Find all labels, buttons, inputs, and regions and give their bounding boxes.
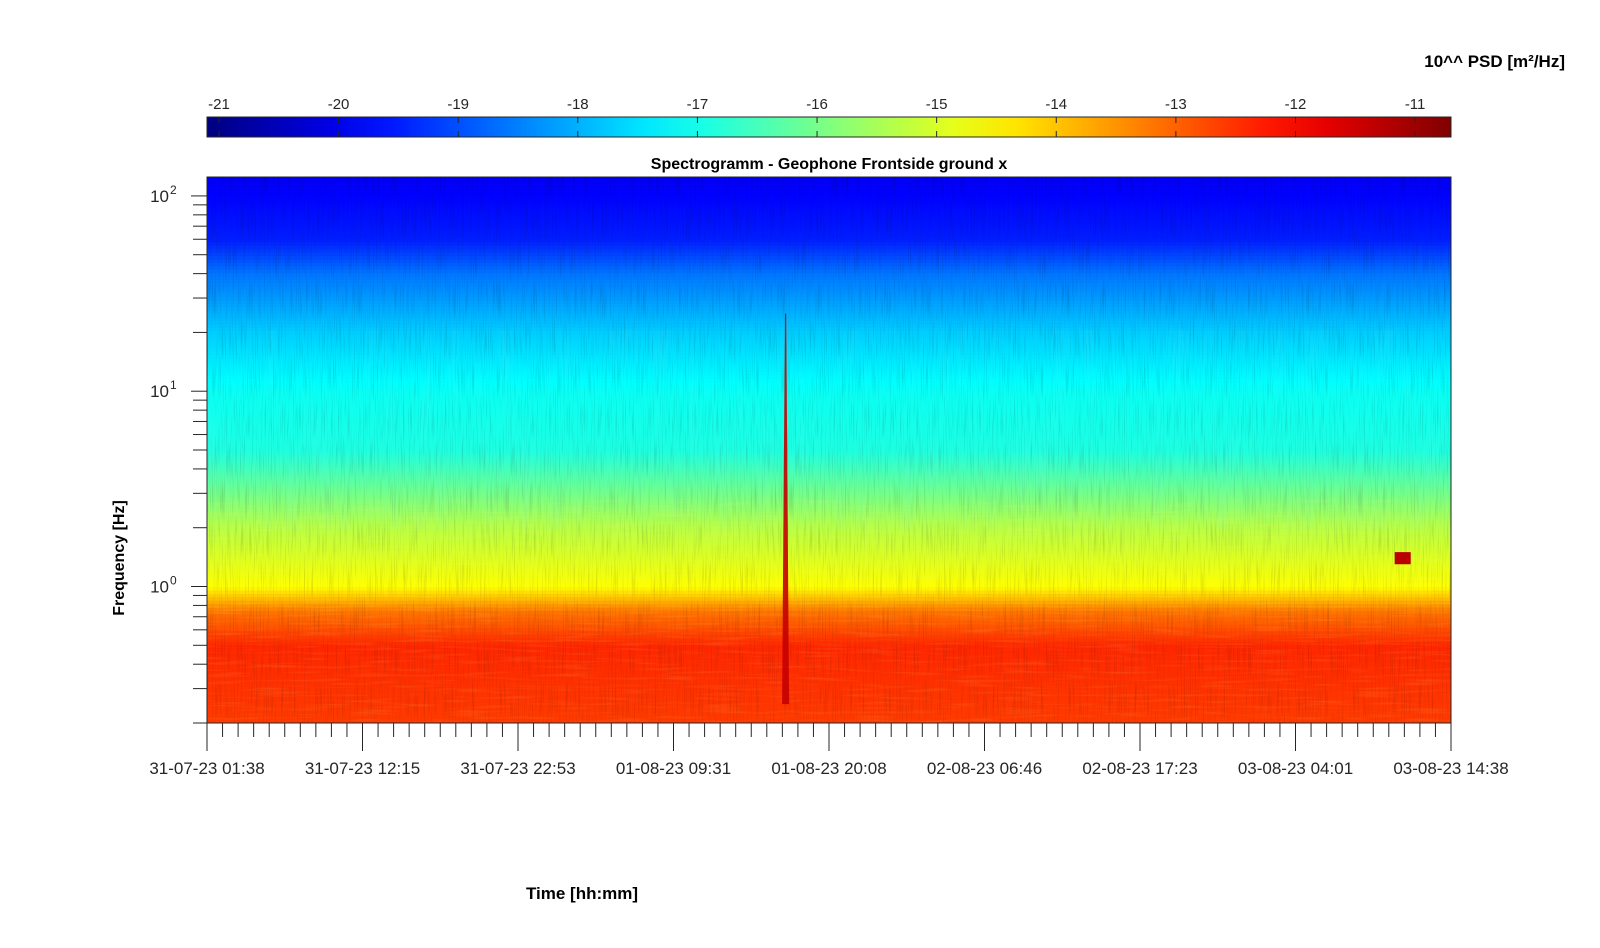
colorbar-tick-label: -16 [806,96,828,113]
colorbar-tick-label: -21 [208,96,230,113]
x-tick-label: 31-07-23 12:15 [305,759,420,778]
colorbar-tick-label: -14 [1045,96,1067,113]
event-transient [782,313,790,705]
colorbar-tick-label: -12 [1285,96,1307,113]
y-tick-label: 10 [150,187,169,206]
x-tick-label: 31-07-23 01:38 [149,759,264,778]
colorbar-label: 10^^ PSD [m²/Hz] [1424,52,1565,71]
y-tick-label: 10 [150,578,169,597]
event-marks [782,313,1411,705]
texture-vertical-low [207,500,1451,723]
colorbar-tick-label: -13 [1165,96,1187,113]
colorbar-tick-label: -20 [328,96,350,113]
colorbar-tick-label: -17 [687,96,709,113]
colorbar-ticks: -21 -20 -19 -18 -17 -16 -15 -14 -13 -12 -11 [208,96,1425,137]
colorbar-tick-label: -18 [567,96,589,113]
x-tick-label: 02-08-23 17:23 [1082,759,1197,778]
colorbar: 10^^ PSD [m²/Hz] -21 -20 -19 -18 -17 -16 -15 -1… [206,52,1565,138]
x-axis-label: Time [hh:mm] [526,884,638,903]
colorbar-tick-label: -11 [1405,96,1426,113]
x-axis: 31-07-23 01:38 31-07-23 12:15 31-07-23 22:… [149,723,1509,778]
y-tick-exponent: 2 [170,183,177,197]
x-tick-label: 03-08-23 04:01 [1238,759,1353,778]
y-tick-exponent: 1 [170,378,177,392]
x-tick-label: 02-08-23 06:46 [927,759,1042,778]
colorbar-tick-label: -19 [447,96,469,113]
x-tick-label: 01-08-23 20:08 [771,759,886,778]
x-tick-label: 31-07-23 22:53 [460,759,575,778]
y-tick-exponent: 0 [170,574,177,588]
colorbar-tick-label: -15 [926,96,948,113]
texture-vertical-mid [207,330,1451,530]
spectrogram-plot [207,177,1451,723]
chart-title: Spectrogramm - Geophone Frontside ground… [651,156,1008,173]
x-tick-label: 01-08-23 09:31 [616,759,731,778]
y-axis-label: Frequency [Hz] [111,500,128,616]
x-tick-label: 03-08-23 14:38 [1393,759,1508,778]
event-burst [1394,552,1411,565]
colorbar-bar [206,116,1452,138]
y-tick-label: 10 [150,382,169,401]
